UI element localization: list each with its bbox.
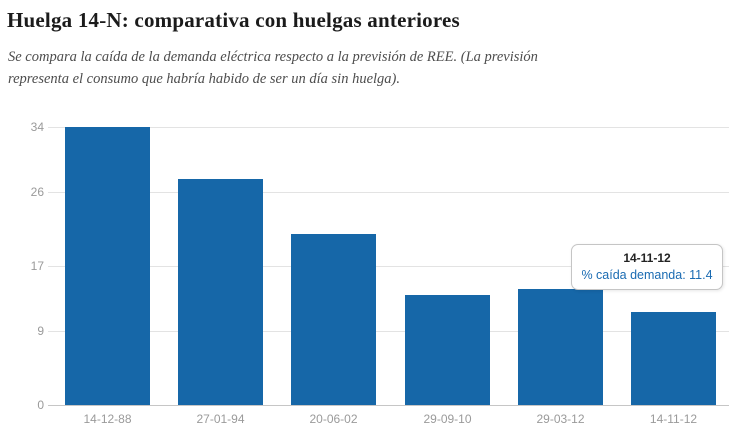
bar-14-11-12[interactable] bbox=[631, 312, 716, 405]
y-axis-label: 26 bbox=[30, 185, 44, 199]
chart-subtitle: Se compara la caída de la demanda eléctr… bbox=[8, 49, 538, 88]
bar-14-12-88[interactable] bbox=[65, 127, 150, 405]
x-axis-label: 14-12-88 bbox=[83, 412, 132, 426]
x-axis-label: 29-09-10 bbox=[423, 412, 472, 426]
gridline bbox=[48, 405, 729, 406]
x-axis-label: 29-03-12 bbox=[536, 412, 585, 426]
y-axis-label: 9 bbox=[37, 324, 44, 338]
gridline bbox=[48, 192, 729, 193]
tooltip-category: 14-11-12 bbox=[623, 251, 671, 265]
bar-29-09-10[interactable] bbox=[405, 295, 490, 405]
bar-27-01-94[interactable] bbox=[178, 179, 263, 405]
x-axis-label: 27-01-94 bbox=[196, 412, 245, 426]
x-axis-label: 20-06-02 bbox=[309, 412, 358, 426]
bar-20-06-02[interactable] bbox=[291, 234, 376, 405]
y-axis-label: 17 bbox=[30, 259, 44, 273]
chart-title: Huelga 14-N: comparativa con huelgas ant… bbox=[7, 8, 460, 32]
tooltip-value: % caída demanda: 11.4 bbox=[581, 268, 713, 282]
gridline bbox=[48, 331, 729, 332]
y-axis-label: 0 bbox=[37, 398, 44, 412]
x-axis-label: 14-11-12 bbox=[649, 412, 698, 426]
gridline bbox=[48, 266, 729, 267]
y-axis-label: 34 bbox=[30, 120, 44, 134]
tooltip: 14-11-12 % caída demanda: 11.4 bbox=[571, 244, 723, 290]
gridline bbox=[48, 127, 729, 128]
bar-29-03-12[interactable] bbox=[518, 289, 603, 405]
